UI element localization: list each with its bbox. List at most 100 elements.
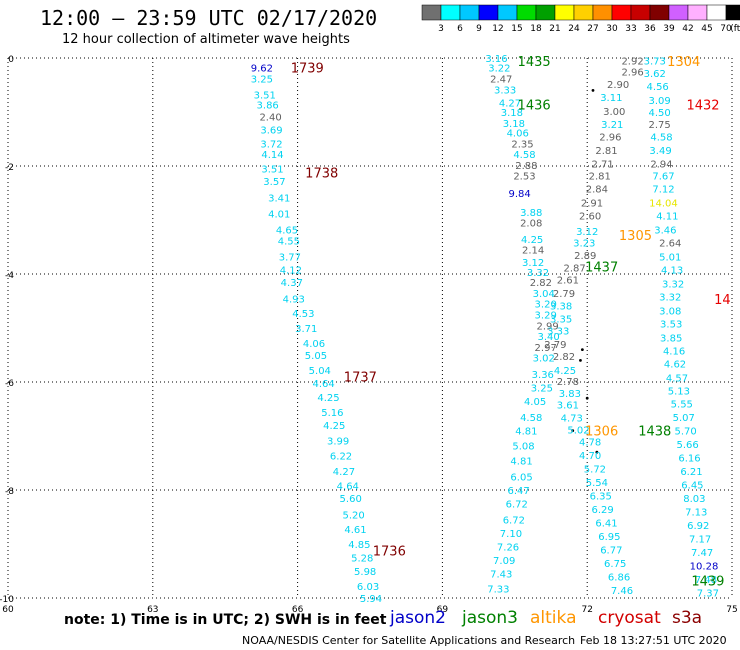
- wave-height-label: 6.86: [608, 572, 630, 583]
- wave-height-label: 10.28: [690, 562, 719, 573]
- wave-height-label: 4.13: [661, 266, 683, 277]
- wave-height-label: 8.03: [683, 494, 705, 505]
- colorbar-swatch: [421, 4, 442, 21]
- wave-height-label: 4.81: [510, 456, 532, 467]
- wave-height-label: 2.81: [589, 172, 611, 183]
- wave-height-label: 5.04: [309, 366, 331, 377]
- wave-height-label: 5.54: [586, 478, 608, 489]
- wave-height-label: 7.48: [695, 575, 717, 586]
- pass-label: 1435: [518, 55, 551, 70]
- wave-height-label: 14.04: [649, 199, 678, 210]
- wave-height-label: 6.16: [678, 454, 700, 465]
- wave-height-label: 5.94: [360, 594, 382, 605]
- colorbar-label: 70: [720, 24, 732, 34]
- wave-height-label: 4.65: [276, 226, 298, 237]
- wave-height-label: 4.06: [303, 339, 325, 350]
- coastline-speck: [579, 359, 582, 362]
- wave-height-label: 5.72: [584, 464, 606, 475]
- wave-height-label: 2.87: [564, 264, 586, 275]
- wave-height-label: 5.60: [340, 494, 362, 505]
- wave-height-label: 4.70: [579, 451, 601, 462]
- wave-height-label: 3.53: [660, 320, 682, 331]
- wave-height-label: 3.32: [662, 280, 684, 291]
- wave-height-label: 3.29: [535, 311, 557, 322]
- colorbar-label: 42: [682, 24, 693, 34]
- wave-height-label: 4.25: [554, 366, 576, 377]
- wave-height-label: 6.77: [600, 545, 622, 556]
- wave-height-label: 4.62: [664, 360, 686, 371]
- wave-height-label: 3.73: [644, 57, 666, 68]
- wave-height-label: 5.98: [354, 567, 376, 578]
- wave-height-label: 2.81: [595, 146, 617, 157]
- wave-height-label: 2.84: [586, 185, 608, 196]
- pass-label: 1304: [667, 55, 700, 70]
- wave-height-label: 5.07: [673, 413, 695, 424]
- wave-height-label: 4.73: [561, 414, 583, 425]
- wave-height-label: 4.16: [663, 347, 685, 358]
- wave-height-label: 3.08: [659, 307, 681, 318]
- wave-height-label: 3.11: [600, 93, 622, 104]
- wave-height-label: 3.99: [327, 436, 349, 447]
- wave-height-label: 7.67: [652, 172, 674, 183]
- wave-height-label: 2.92: [621, 57, 643, 68]
- colorbar-label: 24: [568, 24, 580, 34]
- y-tick-label: -2: [5, 163, 14, 173]
- wave-height-label: 3.25: [531, 383, 553, 394]
- wave-height-label: 5.13: [668, 387, 690, 398]
- pass-label: 1432: [686, 98, 719, 113]
- y-tick-label: -4: [5, 271, 14, 281]
- colorbar-swatch: [459, 4, 480, 21]
- colorbar-label: 45: [701, 24, 712, 34]
- wave-height-label: 3.62: [644, 69, 666, 80]
- wave-height-label: 5.28: [351, 554, 373, 565]
- pass-label: 1737: [344, 371, 377, 386]
- pass-label: 1439: [691, 575, 724, 590]
- wave-height-label: 2.99: [536, 321, 558, 332]
- wave-height-label: 5.08: [512, 442, 534, 453]
- wave-height-label: 4.25: [521, 235, 543, 246]
- wave-height-label: 3.02: [533, 354, 555, 365]
- wave-height-label: 2.82: [553, 352, 575, 363]
- pass-label: 1739: [291, 62, 324, 77]
- satellite-legend-item: cryosat: [598, 608, 661, 628]
- wave-height-label: 2.88: [515, 161, 537, 172]
- colorbar-swatch: [611, 4, 632, 21]
- wave-height-label: 4.78: [579, 437, 601, 448]
- pass-label: 1306: [585, 425, 618, 440]
- coastline-speck: [595, 450, 599, 454]
- wave-height-label: 6.47: [508, 486, 530, 497]
- colorbar-swatch: [687, 4, 708, 21]
- wave-height-label: 3.04: [533, 289, 555, 300]
- wave-height-label: 6.35: [590, 491, 612, 502]
- colorbar-swatch: [706, 4, 727, 21]
- colorbar-swatch: [554, 4, 575, 21]
- wave-height-label: 7.17: [689, 535, 711, 546]
- coastline-speck: [571, 429, 575, 432]
- wave-height-label: 4.85: [348, 540, 370, 551]
- wave-height-label: 4.25: [323, 421, 345, 432]
- wave-height-label: 2.96: [599, 132, 621, 143]
- wave-height-label: 3.09: [648, 96, 670, 107]
- chart-title: 12:00 – 23:59 UTC 02/17/2020: [40, 6, 378, 30]
- wave-height-label: 9.84: [508, 189, 530, 200]
- wave-height-label: 3.32: [527, 268, 549, 279]
- wave-height-label: 2.82: [530, 278, 552, 289]
- wave-height-label: 2.79: [553, 289, 575, 300]
- satellite-legend-item: jason3: [462, 608, 518, 628]
- wave-height-label: 4.58: [513, 150, 535, 161]
- wave-height-label: 6.21: [680, 467, 702, 478]
- wave-height-label: 7.09: [493, 556, 515, 567]
- wave-height-label: 5.55: [671, 400, 693, 411]
- wave-height-label: 2.94: [650, 159, 672, 170]
- wave-height-label: 3.25: [251, 75, 273, 86]
- wave-height-label: 7.37: [697, 589, 719, 600]
- colorbar-swatch: [497, 4, 518, 21]
- y-tick-label: -8: [5, 487, 14, 497]
- wave-height-label: 3.51: [261, 165, 283, 176]
- wave-height-label: 3.46: [654, 226, 676, 237]
- wave-height-label: 3.88: [520, 208, 542, 219]
- colorbar-label: 39: [663, 24, 675, 34]
- wave-height-label: 3.83: [559, 389, 581, 400]
- wave-height-label: 3.16: [485, 54, 507, 65]
